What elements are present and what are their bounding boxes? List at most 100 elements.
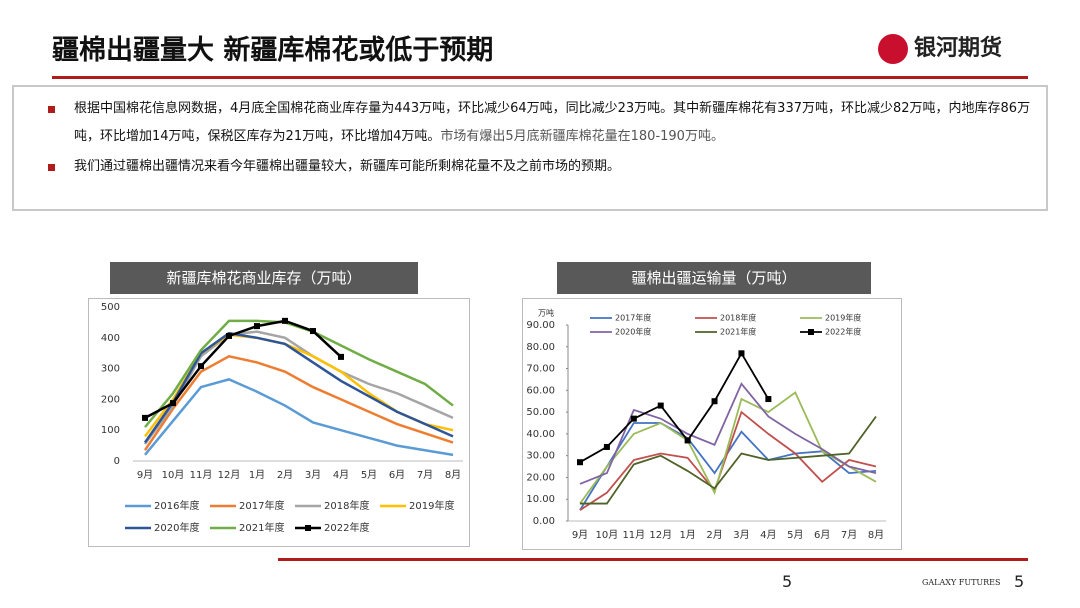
y-tick-label: 500 (101, 302, 120, 313)
x-tick-label: 8月 (445, 469, 461, 481)
x-tick-label: 4月 (333, 469, 349, 481)
bullet: 根据中国棉花信息网数据，4月底全国棉花商业库存量为443万吨，环比减少64万吨，… (48, 95, 1032, 151)
summary-box: 根据中国棉花信息网数据，4月底全国棉花商业库存量为443万吨，环比减少64万吨，… (12, 85, 1048, 211)
x-tick-label: 12月 (649, 529, 672, 541)
x-tick-label: 2月 (706, 529, 722, 541)
x-tick-label: 1月 (679, 529, 695, 541)
series-line (580, 415, 877, 505)
x-tick-label: 11月 (190, 469, 213, 481)
point-marker (603, 443, 610, 450)
y-tick-label: 200 (101, 394, 120, 405)
y-tick-label: 90.00 (526, 320, 555, 331)
legend-label: 2022年度 (324, 521, 369, 534)
point-marker (338, 353, 344, 360)
page-number: 5 (782, 572, 793, 591)
series-line (579, 391, 877, 505)
series-line (579, 351, 770, 463)
series-line (579, 410, 877, 511)
legend-label: 2017年度 (239, 499, 284, 512)
x-tick-label: 5月 (787, 529, 803, 541)
point-marker (198, 363, 204, 370)
x-tick-label: 3月 (733, 529, 749, 541)
series-line (143, 354, 454, 451)
brand: GALAXY FUTURES (922, 578, 1001, 587)
series-line (143, 330, 454, 445)
series-line (144, 319, 342, 419)
y-tick-label: 80.00 (526, 342, 555, 353)
bullet-text: 我们通过疆棉出疆情况来看今年疆棉出疆量较大，新疆库可能所剩棉花量不及之前市场的预… (74, 159, 621, 174)
x-tick-label: 6月 (814, 529, 830, 541)
chart-frame (522, 298, 902, 550)
y-tick-label: 60.00 (526, 385, 555, 396)
y-tick-label: 10.00 (526, 494, 555, 505)
y-tick-label: 100 (101, 425, 120, 436)
legend-label: 2018年度 (720, 313, 756, 323)
point-marker (657, 402, 664, 409)
legend-label: 2019年度 (409, 499, 454, 512)
series-line (144, 378, 454, 457)
slide-title: 疆棉出疆量大 新疆库棉花或低于预期 (52, 35, 494, 66)
x-tick-label: 10月 (162, 469, 185, 481)
point-marker (577, 459, 583, 466)
y-tick-label: 300 (101, 364, 120, 375)
bullet-highlight: 市场有爆出5月底新疆库棉花量在180-190万吨。 (440, 129, 724, 144)
logo-icon (878, 34, 908, 64)
legend-label: 2021年度 (239, 521, 284, 534)
logo: 银河期货 (878, 30, 1002, 64)
y-tick-label: 70.00 (526, 364, 555, 375)
chart-frame (88, 298, 470, 547)
bullet: 我们通过疆棉出疆情况来看今年疆棉出疆量较大，新疆库可能所剩棉花量不及之前市场的预… (48, 153, 1032, 181)
y-axis-label: 万吨 (538, 308, 554, 318)
point-marker (142, 414, 148, 421)
logo-text: 银河期货 (914, 36, 1003, 61)
legend-label: 2017年度 (615, 313, 651, 323)
point-marker (630, 415, 637, 422)
y-tick-label: 30.00 (526, 451, 555, 462)
x-tick-label: 2月 (277, 469, 293, 481)
x-tick-label: 5月 (361, 469, 377, 481)
chart-title: 疆棉出疆运输量（万吨） (557, 262, 871, 294)
series-line (143, 331, 454, 444)
y-tick-label: 400 (101, 333, 120, 344)
legend-label: 2020年度 (154, 521, 199, 534)
point-marker (711, 398, 718, 405)
x-tick-label: 4月 (760, 529, 776, 541)
title-rule (52, 76, 1028, 79)
x-tick-label: 6月 (389, 469, 405, 481)
x-tick-label: 7月 (417, 469, 433, 481)
series-line (579, 382, 877, 485)
x-tick-label: 7月 (841, 529, 857, 541)
y-tick-label: 40.00 (526, 429, 555, 440)
x-tick-label: 9月 (137, 469, 153, 481)
point-marker (310, 328, 316, 335)
x-tick-label: 8月 (868, 529, 884, 541)
y-tick-label: 20.00 (526, 472, 555, 483)
legend-label: 2020年度 (615, 327, 651, 337)
y-tick-label: 50.00 (526, 407, 555, 418)
chart-title: 新疆库棉花商业库存（万吨） (110, 262, 418, 294)
legend-label: 2021年度 (720, 327, 756, 337)
footer-rule (278, 558, 1028, 561)
y-tick-label: 0.00 (533, 516, 555, 527)
point-marker (254, 323, 260, 330)
point-marker (170, 400, 176, 407)
legend-marker (305, 525, 311, 531)
legend-marker (808, 329, 814, 335)
point-marker (765, 396, 772, 403)
legend-label: 2018年度 (324, 499, 369, 512)
series-line (579, 422, 877, 511)
point-marker (684, 437, 691, 444)
point-marker (226, 332, 232, 339)
legend-label: 2019年度 (825, 313, 861, 323)
legend-label: 2016年度 (154, 499, 199, 512)
x-tick-label: 9月 (572, 529, 588, 541)
x-tick-label: 10月 (596, 529, 619, 541)
page-number: 5 (1014, 572, 1025, 591)
bullet-text: 根据中国棉花信息网数据，4月底全国棉花商业库存量为443万吨，环比减少64万吨，… (74, 101, 1031, 144)
x-tick-label: 3月 (305, 469, 321, 481)
x-tick-label: 12月 (218, 469, 241, 481)
x-tick-label: 11月 (622, 529, 645, 541)
x-tick-label: 1月 (249, 469, 265, 481)
